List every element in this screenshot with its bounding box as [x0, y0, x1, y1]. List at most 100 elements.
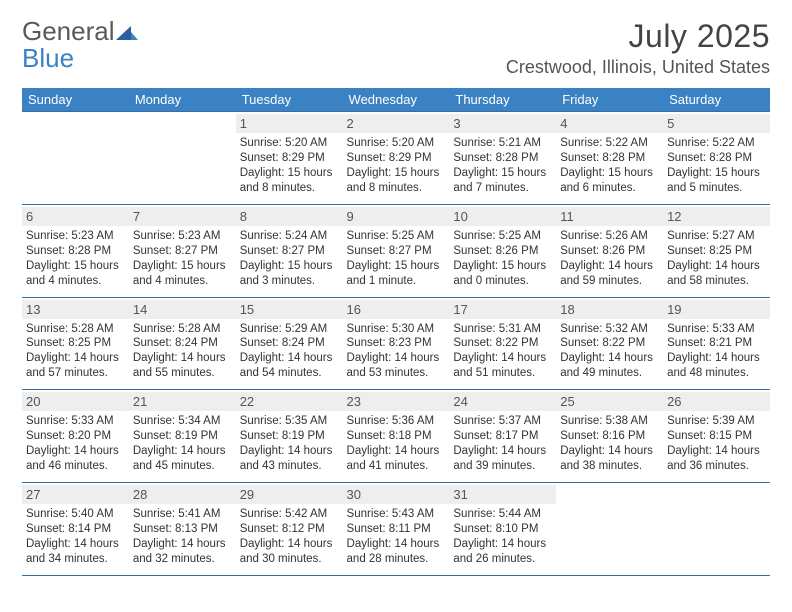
sunrise-text: Sunrise: 5:29 AM	[240, 322, 339, 337]
day-details: Sunrise: 5:20 AMSunset: 8:29 PMDaylight:…	[240, 136, 339, 196]
day-cell: 4Sunrise: 5:22 AMSunset: 8:28 PMDaylight…	[556, 112, 663, 205]
daylight-text: Daylight: 15 hours and 6 minutes.	[560, 166, 659, 196]
day-details: Sunrise: 5:22 AMSunset: 8:28 PMDaylight:…	[560, 136, 659, 196]
sunrise-text: Sunrise: 5:20 AM	[240, 136, 339, 151]
day-cell: 21Sunrise: 5:34 AMSunset: 8:19 PMDayligh…	[129, 390, 236, 483]
day-cell	[556, 483, 663, 576]
daylight-text: Daylight: 14 hours and 58 minutes.	[667, 259, 766, 289]
sunset-text: Sunset: 8:19 PM	[133, 429, 232, 444]
day-number: 2	[343, 114, 450, 133]
sunrise-text: Sunrise: 5:25 AM	[347, 229, 446, 244]
sunset-text: Sunset: 8:24 PM	[240, 336, 339, 351]
daylight-text: Daylight: 14 hours and 46 minutes.	[26, 444, 125, 474]
daylight-text: Daylight: 15 hours and 1 minute.	[347, 259, 446, 289]
sunrise-text: Sunrise: 5:28 AM	[133, 322, 232, 337]
title-block: July 2025 Crestwood, Illinois, United St…	[506, 18, 770, 78]
day-details: Sunrise: 5:42 AMSunset: 8:12 PMDaylight:…	[240, 507, 339, 567]
day-cell: 28Sunrise: 5:41 AMSunset: 8:13 PMDayligh…	[129, 483, 236, 576]
sunset-text: Sunset: 8:22 PM	[453, 336, 552, 351]
sunset-text: Sunset: 8:18 PM	[347, 429, 446, 444]
day-cell: 11Sunrise: 5:26 AMSunset: 8:26 PMDayligh…	[556, 204, 663, 297]
sunrise-text: Sunrise: 5:34 AM	[133, 414, 232, 429]
daylight-text: Daylight: 15 hours and 3 minutes.	[240, 259, 339, 289]
day-number: 24	[449, 392, 556, 411]
weekday-header: Wednesday	[343, 88, 450, 112]
day-number: 17	[449, 300, 556, 319]
sunrise-text: Sunrise: 5:24 AM	[240, 229, 339, 244]
day-number: 10	[449, 207, 556, 226]
day-details: Sunrise: 5:32 AMSunset: 8:22 PMDaylight:…	[560, 322, 659, 382]
sunrise-text: Sunrise: 5:36 AM	[347, 414, 446, 429]
sunset-text: Sunset: 8:27 PM	[240, 244, 339, 259]
weekday-header: Saturday	[663, 88, 770, 112]
daylight-text: Daylight: 14 hours and 45 minutes.	[133, 444, 232, 474]
day-number: 31	[449, 485, 556, 504]
logo-text: General Blue	[22, 18, 138, 73]
day-number: 12	[663, 207, 770, 226]
day-details: Sunrise: 5:22 AMSunset: 8:28 PMDaylight:…	[667, 136, 766, 196]
logo: General Blue	[22, 18, 138, 73]
sunset-text: Sunset: 8:10 PM	[453, 522, 552, 537]
daylight-text: Daylight: 15 hours and 4 minutes.	[26, 259, 125, 289]
day-number: 1	[236, 114, 343, 133]
daylight-text: Daylight: 14 hours and 43 minutes.	[240, 444, 339, 474]
sunrise-text: Sunrise: 5:20 AM	[347, 136, 446, 151]
day-number: 16	[343, 300, 450, 319]
sunrise-text: Sunrise: 5:44 AM	[453, 507, 552, 522]
week-row: 1Sunrise: 5:20 AMSunset: 8:29 PMDaylight…	[22, 112, 770, 205]
day-number: 15	[236, 300, 343, 319]
day-cell: 16 Sunrise: 5:30 AMSunset: 8:23 PMDayligh…	[343, 297, 450, 390]
day-cell	[663, 483, 770, 576]
day-cell: 19Sunrise: 5:33 AMSunset: 8:21 PMDayligh…	[663, 297, 770, 390]
sunset-text: Sunset: 8:29 PM	[240, 151, 339, 166]
sunset-text: Sunset: 8:27 PM	[347, 244, 446, 259]
daylight-text: Daylight: 15 hours and 5 minutes.	[667, 166, 766, 196]
day-number: 22	[236, 392, 343, 411]
day-details: Sunrise: 5:27 AMSunset: 8:25 PMDaylight:…	[667, 229, 766, 289]
day-details: Sunrise: 5:40 AMSunset: 8:14 PMDaylight:…	[26, 507, 125, 567]
day-details: Sunrise: 5:44 AMSunset: 8:10 PMDaylight:…	[453, 507, 552, 567]
sunrise-text: Sunrise: 5:43 AM	[347, 507, 446, 522]
sunset-text: Sunset: 8:28 PM	[453, 151, 552, 166]
sunset-text: Sunset: 8:13 PM	[133, 522, 232, 537]
day-number: 29	[236, 485, 343, 504]
daylight-text: Daylight: 14 hours and 59 minutes.	[560, 259, 659, 289]
weekday-header: Sunday	[22, 88, 129, 112]
day-details: Sunrise: 5:30 AMSunset: 8:23 PMDaylight:…	[347, 322, 446, 382]
day-number: 20	[22, 392, 129, 411]
sunset-text: Sunset: 8:22 PM	[560, 336, 659, 351]
day-cell: 24Sunrise: 5:37 AMSunset: 8:17 PMDayligh…	[449, 390, 556, 483]
day-details: Sunrise: 5:31 AMSunset: 8:22 PMDaylight:…	[453, 322, 552, 382]
day-number: 5	[663, 114, 770, 133]
sunrise-text: Sunrise: 5:30 AM	[347, 322, 446, 337]
day-cell: 15Sunrise: 5:29 AMSunset: 8:24 PMDayligh…	[236, 297, 343, 390]
sunset-text: Sunset: 8:24 PM	[133, 336, 232, 351]
sunset-text: Sunset: 8:28 PM	[26, 244, 125, 259]
day-number: 8	[236, 207, 343, 226]
day-details: Sunrise: 5:36 AMSunset: 8:18 PMDaylight:…	[347, 414, 446, 474]
sunrise-text: Sunrise: 5:27 AM	[667, 229, 766, 244]
week-row: 20 Sunrise: 5:33 AMSunset: 8:20 PMDayligh…	[22, 390, 770, 483]
week-row: 13Sunrise: 5:28 AMSunset: 8:25 PMDayligh…	[22, 297, 770, 390]
day-details: Sunrise: 5:33 AMSunset: 8:20 PMDaylight:…	[26, 414, 125, 474]
daylight-text: Daylight: 14 hours and 41 minutes.	[347, 444, 446, 474]
day-details: Sunrise: 5:38 AMSunset: 8:16 PMDaylight:…	[560, 414, 659, 474]
weekday-header-row: SundayMondayTuesdayWednesdayThursdayFrid…	[22, 88, 770, 112]
sunrise-text: Sunrise: 5:28 AM	[26, 322, 125, 337]
daylight-text: Daylight: 15 hours and 8 minutes.	[347, 166, 446, 196]
daylight-text: Daylight: 14 hours and 55 minutes.	[133, 351, 232, 381]
sunset-text: Sunset: 8:29 PM	[347, 151, 446, 166]
week-row: 27Sunrise: 5:40 AMSunset: 8:14 PMDayligh…	[22, 483, 770, 576]
page-title: July 2025	[506, 18, 770, 55]
weekday-header: Tuesday	[236, 88, 343, 112]
logo-part1: General	[22, 16, 115, 46]
daylight-text: Daylight: 14 hours and 51 minutes.	[453, 351, 552, 381]
daylight-text: Daylight: 15 hours and 7 minutes.	[453, 166, 552, 196]
sunrise-text: Sunrise: 5:22 AM	[560, 136, 659, 151]
sunset-text: Sunset: 8:23 PM	[347, 336, 446, 351]
day-number: 9	[343, 207, 450, 226]
day-number: 13	[22, 300, 129, 319]
calendar-body: 1Sunrise: 5:20 AMSunset: 8:29 PMDaylight…	[22, 112, 770, 576]
day-number: 14	[129, 300, 236, 319]
day-number: 3	[449, 114, 556, 133]
